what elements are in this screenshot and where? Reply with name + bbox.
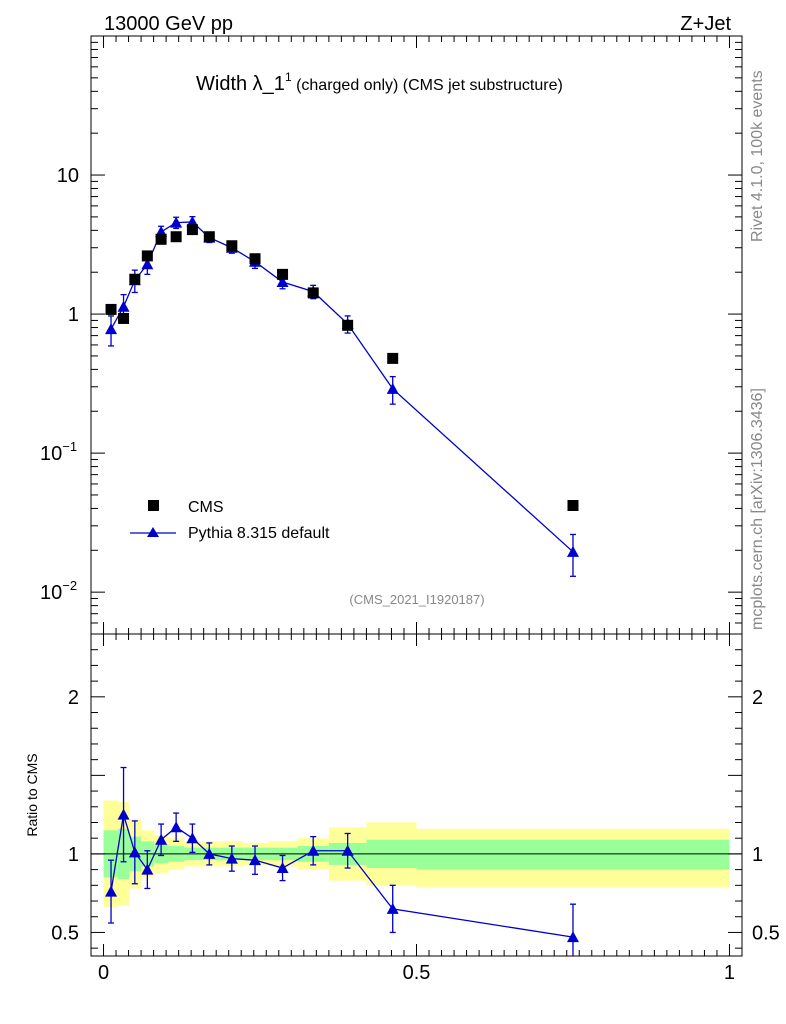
ratio-uncertainty-bands: [91, 800, 742, 908]
data-point-5: [170, 231, 182, 243]
ratio-point-7: [203, 847, 216, 859]
ratio-point-11: [307, 844, 320, 856]
ratio-ytick-label-left-2: 2: [68, 687, 79, 709]
title-sup: 1: [285, 70, 292, 84]
legend-mc-label: Pythia 8.315 default: [188, 525, 330, 542]
legend: CMS Pythia 8.315 default: [130, 499, 330, 542]
x-tick-label-1: 0.5: [403, 962, 431, 984]
ratio-point-1: [117, 808, 130, 820]
data-point-4: [155, 233, 167, 245]
data-point-2: [129, 273, 141, 285]
axes: 0 0.5 1 10−2 10−1 1 10 0.5 0.5 1 1 2 2: [40, 35, 780, 984]
data-point-0: [105, 303, 117, 315]
main-ytick-label-0: 10−2: [40, 578, 77, 604]
ratio-point-5: [170, 821, 183, 833]
mc-line: [110, 221, 574, 553]
ratio-ylabel: Ratio to CMS: [24, 753, 40, 836]
ratio-point-13: [386, 902, 399, 914]
data-point-12: [342, 319, 354, 331]
title-sub: (charged only) (CMS jet substructure): [292, 77, 563, 94]
ratio-ytick-label-right-0: 0.5: [752, 922, 780, 944]
ratio-point-12: [341, 844, 354, 856]
ratio-point-2: [128, 846, 141, 858]
data-point-1: [118, 312, 130, 324]
data-point-10: [277, 268, 289, 280]
legend-data-label: CMS: [188, 499, 224, 516]
mc-point-14: [566, 545, 579, 557]
data-point-8: [226, 240, 238, 252]
data-point-11: [307, 287, 319, 299]
ratio-point-6: [186, 832, 199, 844]
main-ytick-label-1: 10−1: [40, 439, 77, 465]
ratio-ytick-label-left-1: 1: [68, 844, 79, 866]
ratio-point-10: [276, 862, 289, 874]
ratio-point-0: [105, 885, 118, 897]
header-left: 13000 GeV pp: [104, 13, 233, 35]
main-frame: [90, 35, 743, 635]
title-main: Width λ_1: [196, 73, 285, 95]
ratio-point-3: [141, 863, 154, 875]
mcplots-label: mcplots.cern.ch [arXiv:1306.3436]: [749, 388, 766, 630]
data-point-7: [203, 231, 215, 243]
rivet-version-label: Rivet 4.1.0, 100k events: [749, 70, 766, 242]
ratio-point-4: [155, 833, 168, 845]
data-point-6: [186, 224, 198, 236]
mc-point-10: [276, 276, 289, 288]
ratio-point-14: [566, 931, 579, 943]
mc-point-0: [105, 323, 118, 335]
ratio-ytick-label-right-1: 1: [752, 844, 763, 866]
ratio-ytick-label-left-0: 0.5: [51, 922, 79, 944]
data-point-14: [567, 499, 579, 511]
ratio-ytick-label-right-2: 2: [752, 687, 763, 709]
legend-mc-marker: [147, 527, 159, 537]
ratio-frame: [90, 633, 743, 957]
legend-data-marker: [148, 500, 159, 511]
band-inner-14: [416, 839, 730, 870]
header-right: Z+Jet: [680, 13, 731, 35]
mc-point-13: [386, 382, 399, 394]
x-tick-label-2: 1: [724, 962, 735, 984]
ratio-point-8: [225, 852, 238, 864]
data-point-13: [387, 352, 399, 364]
ratio-point-9: [249, 854, 262, 866]
x-tick-label-0: 0: [98, 962, 109, 984]
mc-point-1: [117, 300, 130, 312]
data-series: [105, 215, 579, 956]
data-point-3: [141, 250, 153, 262]
plot-title: Width λ_11 (charged only) (CMS jet subst…: [196, 70, 563, 95]
mc-point-5: [170, 216, 183, 228]
data-point-9: [249, 253, 261, 265]
main-ytick-label-3: 10: [57, 165, 79, 187]
main-ytick-label-2: 1: [68, 304, 79, 326]
mc-point-3: [141, 258, 154, 270]
analysis-watermark: (CMS_2021_I1920187): [349, 592, 484, 607]
